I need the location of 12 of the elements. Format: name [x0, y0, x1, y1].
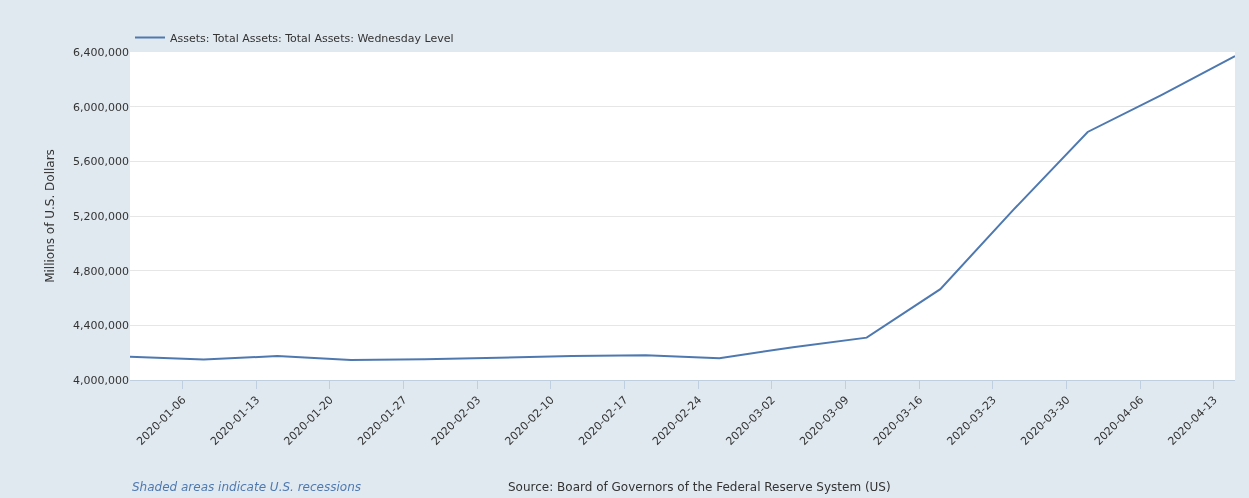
y-tick-label: 4,800,000 [73, 264, 129, 278]
y-tick-label: 6,400,000 [73, 45, 129, 59]
text: Shaded areas indicate U.S. recessions [132, 480, 362, 494]
y-tick-label: 5,600,000 [73, 155, 129, 169]
y-tick-label: 5,200,000 [73, 209, 129, 223]
y-tick-label: 4,000,000 [73, 373, 129, 387]
line-series [130, 55, 1235, 361]
y-tick-label: 6,000,000 [73, 100, 129, 114]
legend-label: Assets: Total Assets: Total Assets: Wednesday Level [170, 31, 454, 45]
y-axis-title: Millions of U.S. Dollars [43, 149, 58, 283]
source-note: Source: Board of Governors of the Federal Reserve System (US) [508, 480, 891, 494]
y-tick-label: 4,400,000 [73, 319, 129, 333]
